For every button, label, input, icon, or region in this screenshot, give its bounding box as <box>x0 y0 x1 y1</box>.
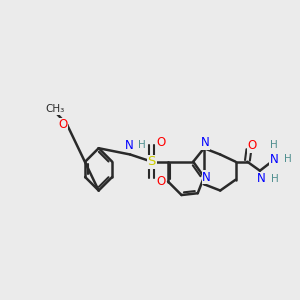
Text: O: O <box>157 136 166 149</box>
Text: N: N <box>257 172 266 185</box>
Text: H: H <box>270 140 278 151</box>
Text: H: H <box>139 140 146 150</box>
Text: H: H <box>271 174 279 184</box>
Text: CH₃: CH₃ <box>46 104 65 115</box>
Text: O: O <box>58 118 68 131</box>
Text: O: O <box>247 139 256 152</box>
Text: N: N <box>201 136 210 149</box>
Text: H: H <box>284 154 292 164</box>
Text: O: O <box>157 175 166 188</box>
Text: N: N <box>270 152 279 166</box>
Text: S: S <box>148 155 156 168</box>
Text: N: N <box>124 139 133 152</box>
Text: N: N <box>202 170 211 184</box>
